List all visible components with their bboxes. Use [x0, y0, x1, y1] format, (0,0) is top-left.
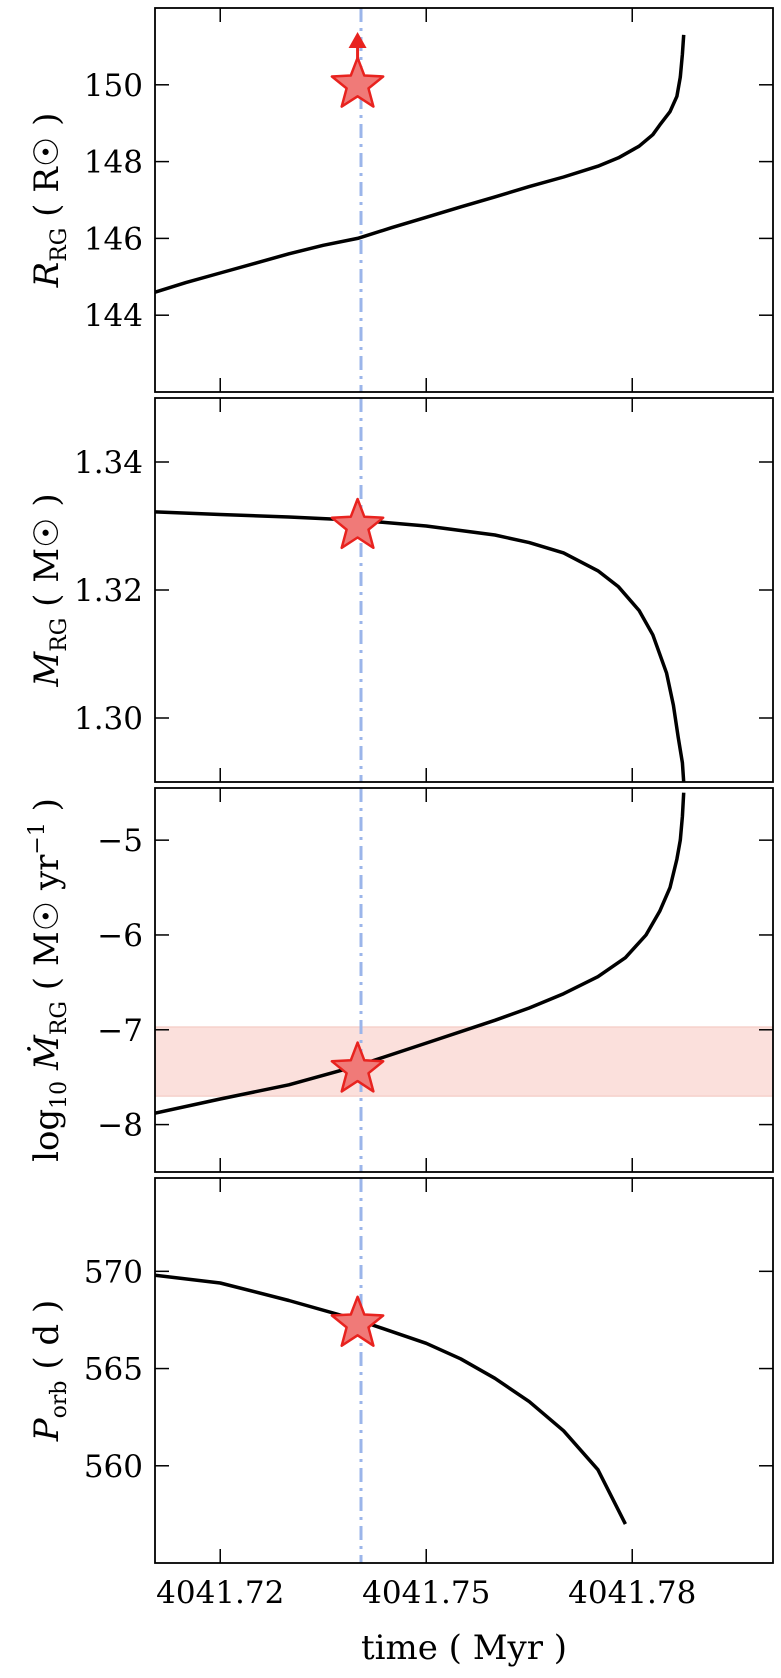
- star-marker-mass: [330, 497, 385, 550]
- series-line-radius: [155, 34, 686, 294]
- panel-frame-mdot: [154, 787, 774, 1173]
- ylabel-mass: MRG ( M☉ ): [27, 493, 72, 687]
- ylabel-period: Porb ( d ): [27, 1300, 72, 1442]
- panel-frame-radius: [154, 7, 774, 393]
- ytick-label: 144: [84, 298, 143, 334]
- xtick-label: 4041.72: [156, 1575, 284, 1611]
- ytick-label: 1.30: [74, 701, 143, 737]
- series-line-mdot: [155, 792, 686, 1115]
- ytick-label: −8: [97, 1108, 143, 1144]
- ytick-label: −6: [97, 918, 143, 954]
- ytick-label: 570: [84, 1254, 143, 1290]
- shaded-band-mdot: [154, 1026, 774, 1097]
- panel-frame-period: [154, 1177, 774, 1564]
- upper-limit-arrow-head: [348, 32, 367, 48]
- ytick-label: 146: [84, 221, 143, 257]
- star-marker-mdot: [330, 1041, 385, 1093]
- ytick-label: 560: [84, 1449, 143, 1485]
- ylabel-radius: RRG ( R☉ ): [27, 113, 72, 289]
- star-marker-radius: [330, 56, 385, 108]
- ytick-label: 148: [84, 145, 143, 181]
- panel-frame-mass: [154, 397, 774, 783]
- ylabel-mdot: log10 ṀRG ( M☉ yr−1 ): [25, 798, 72, 1162]
- series-line-period: [155, 1273, 627, 1525]
- series-line-mass: [155, 510, 686, 782]
- ytick-label: 565: [84, 1352, 143, 1388]
- xtick-label: 4041.75: [362, 1575, 490, 1611]
- ytick-label: 150: [84, 68, 143, 104]
- ytick-label: 1.34: [74, 445, 143, 481]
- xtick-label: 4041.78: [568, 1575, 696, 1611]
- ytick-label: 1.32: [74, 573, 143, 609]
- ytick-label: −5: [97, 823, 143, 859]
- ytick-label: −7: [97, 1013, 143, 1049]
- star-marker-period: [330, 1295, 385, 1347]
- xlabel: time ( Myr ): [361, 1628, 567, 1668]
